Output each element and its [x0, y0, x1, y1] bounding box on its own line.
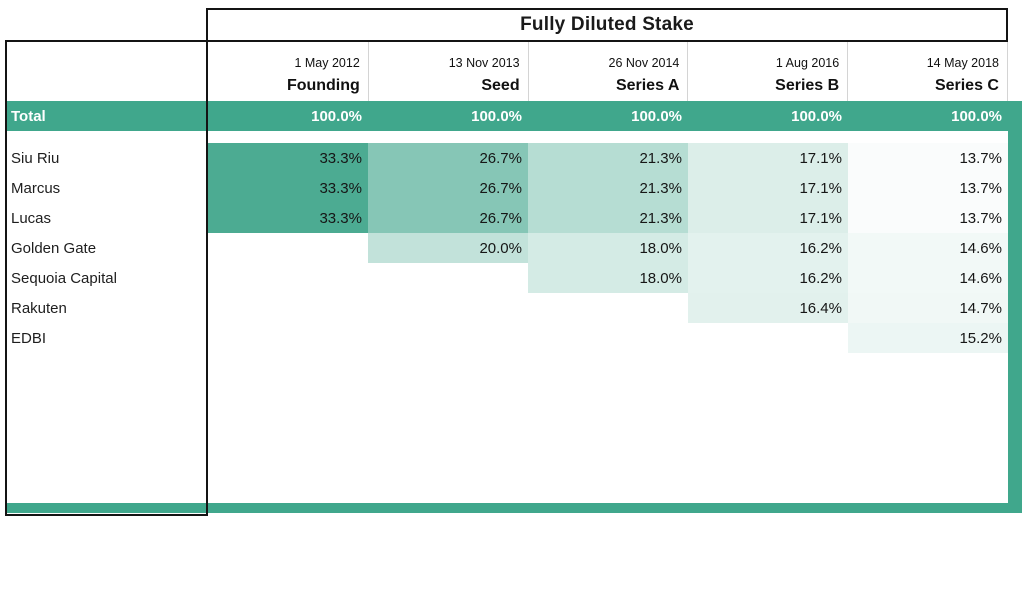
stake-value-cell[interactable]: 21.3%	[528, 203, 688, 233]
stake-value-cell[interactable]	[208, 233, 368, 263]
stake-value-cell[interactable]: 16.2%	[688, 263, 848, 293]
stake-value-cell[interactable]	[368, 263, 528, 293]
table-row: Marcus 33.3% 26.7% 21.3% 17.1% 13.7%	[5, 173, 1008, 203]
stake-value-cell[interactable]: 14.7%	[848, 293, 1008, 323]
total-value-cell[interactable]: 100.0%	[311, 107, 362, 125]
stake-value-cell[interactable]	[688, 323, 848, 353]
stake-value-cell[interactable]: 33.3%	[208, 203, 368, 233]
column-date: 13 Nov 2013	[448, 56, 520, 70]
shareholder-name-cell[interactable]: Marcus	[11, 179, 61, 197]
stake-value-cell[interactable]	[208, 323, 368, 353]
table-row: Sequoia Capital 18.0% 16.2% 14.6%	[5, 263, 1008, 293]
total-row-values: 100.0% 100.0% 100.0% 100.0% 100.0%	[208, 101, 1008, 131]
stake-value-cell[interactable]	[528, 323, 688, 353]
stake-value-cell[interactable]	[528, 293, 688, 323]
shareholder-name-cell[interactable]: Siu Riu	[11, 149, 60, 167]
stake-value-cell[interactable]: 20.0%	[368, 233, 528, 263]
table-row: Siu Riu 33.3% 26.7% 21.3% 17.1% 13.7%	[5, 143, 1008, 173]
total-value-cell[interactable]: 100.0%	[631, 107, 682, 125]
stake-value-cell[interactable]: 13.7%	[848, 203, 1008, 233]
stake-value-cell[interactable]: 16.4%	[688, 293, 848, 323]
stake-value-cell[interactable]: 26.7%	[368, 173, 528, 203]
shareholder-name-cell[interactable]: Lucas	[11, 209, 52, 227]
stake-value-cell[interactable]: 26.7%	[368, 143, 528, 173]
column-headers: 1 May 2012 Founding 13 Nov 2013 Seed 26 Nov …	[208, 42, 1008, 101]
stake-value-cell[interactable]: 14.6%	[848, 263, 1008, 293]
column-date: 1 Aug 2016	[775, 56, 840, 70]
stake-value-cell[interactable]	[368, 323, 528, 353]
shareholder-name-cell[interactable]: Golden Gate	[11, 239, 97, 257]
column-date: 26 Nov 2014	[608, 56, 680, 70]
stake-value-cell[interactable]: 17.1%	[688, 143, 848, 173]
shareholder-name-cell[interactable]: EDBI	[11, 329, 47, 347]
column-round-name: Founding	[286, 77, 360, 94]
stake-value-cell[interactable]: 16.2%	[688, 233, 848, 263]
stake-value-cell[interactable]: 21.3%	[528, 143, 688, 173]
column-header-series-c[interactable]: 14 May 2018 Series C	[847, 42, 1007, 101]
stake-value-cell[interactable]	[208, 263, 368, 293]
stake-value-cell[interactable]: 13.7%	[848, 173, 1008, 203]
total-value-cell[interactable]: 100.0%	[471, 107, 522, 125]
column-header-series-b[interactable]: 1 Aug 2016 Series B	[687, 42, 847, 101]
shareholder-rows: Siu Riu 33.3% 26.7% 21.3% 17.1% 13.7% Marcus 33…	[5, 143, 1008, 353]
column-header-seed[interactable]: 13 Nov 2013 Seed	[367, 42, 528, 101]
column-round-name: Series B	[775, 77, 840, 94]
column-round-name: Seed	[481, 77, 520, 94]
column-round-name: Series A	[615, 77, 680, 94]
stake-value-cell[interactable]: 33.3%	[208, 173, 368, 203]
table-row: Rakuten 16.4% 14.7%	[5, 293, 1008, 323]
total-row-band	[5, 101, 1022, 131]
stake-value-cell[interactable]: 21.3%	[528, 173, 688, 203]
table-row: Golden Gate 20.0% 18.0% 16.2% 14.6%	[5, 233, 1008, 263]
total-value-cell[interactable]: 100.0%	[791, 107, 842, 125]
column-date: 14 May 2018	[926, 56, 999, 70]
bottom-accent-bar	[5, 503, 1022, 513]
stake-value-cell[interactable]: 15.2%	[848, 323, 1008, 353]
column-date: 1 May 2012	[294, 56, 360, 70]
stake-value-cell[interactable]: 33.3%	[208, 143, 368, 173]
stake-value-cell[interactable]: 26.7%	[368, 203, 528, 233]
stake-value-cell[interactable]: 17.1%	[688, 173, 848, 203]
column-round-name: Series C	[934, 77, 999, 94]
column-header-series-a[interactable]: 26 Nov 2014 Series A	[527, 42, 688, 101]
stake-value-cell[interactable]: 13.7%	[848, 143, 1008, 173]
stake-value-cell[interactable]	[368, 293, 528, 323]
column-header-founding[interactable]: 1 May 2012 Founding	[208, 42, 368, 101]
table-row: EDBI 15.2%	[5, 323, 1008, 353]
shareholder-name-cell[interactable]: Rakuten	[11, 299, 67, 317]
total-value-cell[interactable]: 100.0%	[951, 107, 1002, 125]
table-title-box: Fully Diluted Stake	[206, 8, 1008, 42]
table-row: Lucas 33.3% 26.7% 21.3% 17.1% 13.7%	[5, 203, 1008, 233]
stake-value-cell[interactable]: 17.1%	[688, 203, 848, 233]
total-row-label[interactable]: Total	[11, 107, 46, 125]
stake-value-cell[interactable]: 14.6%	[848, 233, 1008, 263]
table-title: Fully Diluted Stake	[520, 14, 694, 35]
stake-value-cell[interactable]: 18.0%	[528, 233, 688, 263]
shareholder-name-cell[interactable]: Sequoia Capital	[11, 269, 117, 287]
right-accent-bar	[1008, 101, 1022, 513]
stake-value-cell[interactable]	[208, 293, 368, 323]
stake-value-cell[interactable]: 18.0%	[528, 263, 688, 293]
